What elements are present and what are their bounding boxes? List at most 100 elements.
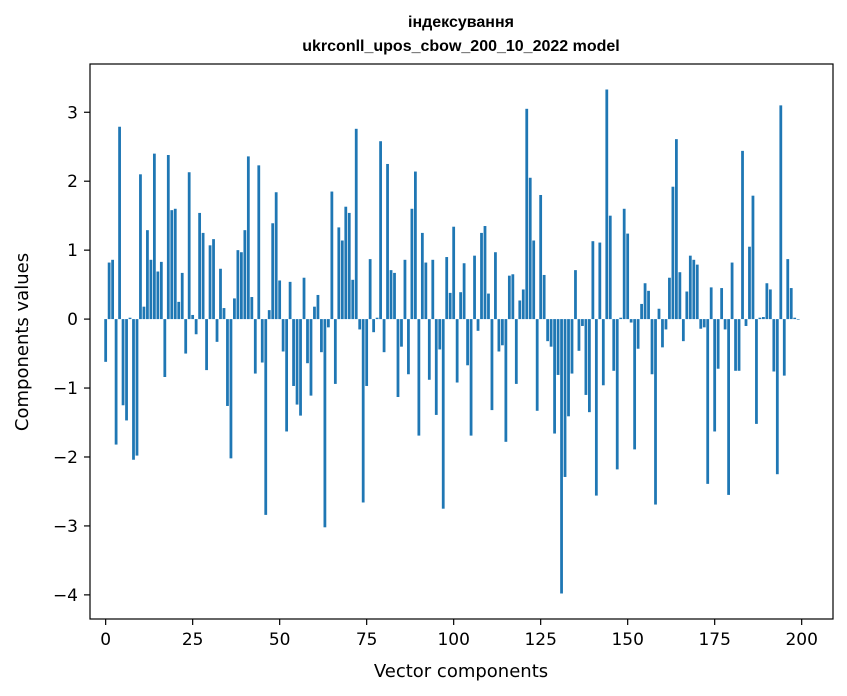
bar-195 xyxy=(782,319,786,376)
bar-121 xyxy=(525,108,529,320)
bar-107 xyxy=(476,319,480,331)
chart-title: індексування xyxy=(408,14,514,31)
bar-62 xyxy=(320,319,323,353)
bar-21 xyxy=(177,301,181,320)
bar-191 xyxy=(768,289,772,320)
bar-123 xyxy=(532,240,536,320)
bar-72 xyxy=(354,128,358,320)
bar-60 xyxy=(313,306,316,320)
bar-147 xyxy=(615,319,619,470)
bar-188 xyxy=(758,317,762,320)
bar-132 xyxy=(563,319,567,477)
bar-137 xyxy=(581,319,584,326)
bar-167 xyxy=(685,291,689,320)
bar-31 xyxy=(212,239,215,320)
bar-34 xyxy=(222,308,226,320)
bar-11 xyxy=(142,306,146,320)
bar-151 xyxy=(629,319,633,323)
bar-150 xyxy=(626,233,630,320)
bar-57 xyxy=(302,277,306,320)
bar-51 xyxy=(281,319,285,352)
bar-129 xyxy=(553,319,556,434)
bar-144 xyxy=(605,89,609,320)
bar-38 xyxy=(236,250,240,320)
bar-117 xyxy=(511,274,515,320)
bar-78 xyxy=(375,317,379,320)
bar-17 xyxy=(163,319,167,377)
bar-148 xyxy=(619,317,623,320)
y-tick-label: 3 xyxy=(67,103,78,123)
bar-4 xyxy=(118,126,121,320)
bar-157 xyxy=(650,319,654,375)
bar-54 xyxy=(292,319,295,386)
bar-33 xyxy=(219,268,222,320)
bar-30 xyxy=(208,245,212,320)
bar-99 xyxy=(448,292,452,320)
bar-42 xyxy=(250,297,254,320)
bar-105 xyxy=(469,319,473,436)
bar-88 xyxy=(410,208,414,320)
bar-168 xyxy=(688,255,692,320)
y-tick-label: 2 xyxy=(67,172,78,192)
bar-175 xyxy=(713,319,717,432)
bar-89 xyxy=(414,171,417,320)
bar-126 xyxy=(542,274,546,320)
bar-92 xyxy=(424,262,428,320)
bar-26 xyxy=(194,319,198,335)
bars-group xyxy=(104,89,800,594)
bar-136 xyxy=(577,319,581,351)
bar-23 xyxy=(184,319,188,354)
x-tick-label: 75 xyxy=(356,630,378,650)
bar-166 xyxy=(681,319,685,342)
bar-61 xyxy=(316,294,320,320)
bar-135 xyxy=(574,270,577,320)
bar-0 xyxy=(104,319,108,362)
bar-18 xyxy=(166,155,170,320)
bar-13 xyxy=(149,259,153,320)
bar-156 xyxy=(647,290,650,320)
bar-131 xyxy=(560,319,563,594)
bar-118 xyxy=(514,319,518,384)
bar-1 xyxy=(107,262,111,320)
bar-176 xyxy=(716,319,720,369)
bar-44 xyxy=(257,165,261,320)
bar-74 xyxy=(361,319,365,503)
x-tick-label: 100 xyxy=(437,630,469,650)
bar-6 xyxy=(125,319,128,421)
plot-frame xyxy=(89,63,834,620)
bar-36 xyxy=(229,319,233,459)
bar-70 xyxy=(347,212,351,320)
bar-3 xyxy=(114,319,118,445)
bar-163 xyxy=(671,186,675,320)
bar-67 xyxy=(337,227,341,320)
bar-172 xyxy=(702,319,706,328)
bar-24 xyxy=(187,172,191,320)
bar-192 xyxy=(772,319,776,372)
x-tick-label: 125 xyxy=(524,630,556,650)
bar-103 xyxy=(462,263,466,320)
y-tick-label: −1 xyxy=(53,379,78,399)
bar-9 xyxy=(135,319,139,456)
bar-40 xyxy=(243,230,247,320)
bar-5 xyxy=(121,319,125,406)
bar-64 xyxy=(326,319,330,328)
bar-68 xyxy=(340,240,344,320)
bar-174 xyxy=(709,287,713,320)
bar-94 xyxy=(431,259,435,320)
bar-194 xyxy=(779,105,783,320)
bar-19 xyxy=(170,210,174,320)
bar-101 xyxy=(455,319,459,383)
bar-196 xyxy=(786,259,790,320)
bar-111 xyxy=(490,319,494,411)
bar-53 xyxy=(288,281,292,320)
bar-116 xyxy=(507,275,511,320)
bar-115 xyxy=(504,319,508,442)
bar-69 xyxy=(344,206,348,320)
y-tick-label: −4 xyxy=(53,586,78,606)
x-tick-label: 150 xyxy=(611,630,643,650)
bar-124 xyxy=(535,319,539,411)
bar-81 xyxy=(386,163,389,320)
bar-161 xyxy=(664,319,668,330)
bar-93 xyxy=(427,319,431,380)
